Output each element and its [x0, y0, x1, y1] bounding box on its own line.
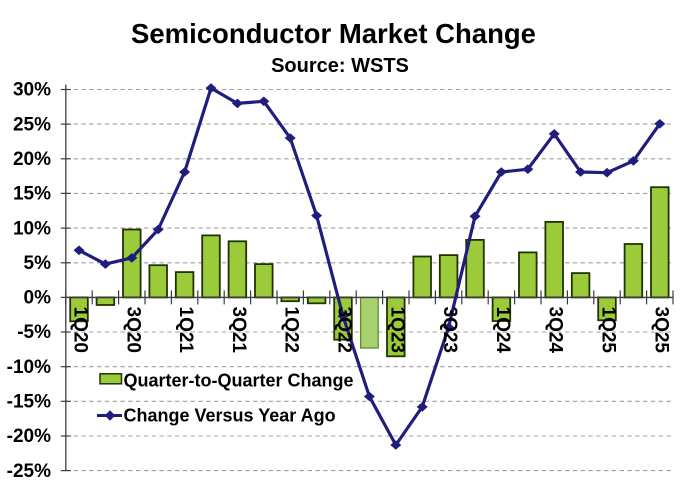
svg-text:15%: 15% [13, 184, 51, 205]
svg-text:30%: 30% [13, 80, 51, 101]
svg-text:3Q22: 3Q22 [334, 307, 355, 353]
svg-text:-20%: -20% [7, 426, 51, 447]
svg-text:-5%: -5% [17, 322, 51, 343]
svg-text:-15%: -15% [7, 392, 51, 413]
svg-text:Semiconductor Market Change: Semiconductor Market Change [131, 18, 536, 49]
svg-text:1Q21: 1Q21 [175, 307, 196, 354]
svg-text:3Q23: 3Q23 [439, 307, 460, 353]
svg-text:3Q25: 3Q25 [650, 307, 671, 354]
svg-text:3Q24: 3Q24 [545, 307, 566, 354]
svg-text:1Q22: 1Q22 [281, 307, 302, 353]
svg-text:5%: 5% [24, 253, 52, 274]
svg-text:Source: WSTS: Source: WSTS [271, 55, 409, 77]
svg-text:1Q20: 1Q20 [70, 307, 91, 353]
svg-text:20%: 20% [13, 149, 51, 170]
svg-text:25%: 25% [13, 114, 51, 135]
svg-text:1Q23: 1Q23 [386, 307, 407, 353]
svg-text:Quarter-to-Quarter Change: Quarter-to-Quarter Change [124, 371, 354, 391]
svg-text:1Q24: 1Q24 [492, 307, 513, 354]
svg-text:-10%: -10% [7, 357, 51, 378]
svg-text:10%: 10% [13, 218, 51, 239]
svg-text:-25%: -25% [7, 461, 51, 482]
svg-text:0%: 0% [24, 288, 52, 309]
svg-text:1Q25: 1Q25 [598, 307, 619, 354]
svg-text:Change Versus Year Ago: Change Versus Year Ago [124, 406, 336, 426]
svg-text:3Q20: 3Q20 [122, 307, 143, 353]
svg-text:3Q21: 3Q21 [228, 307, 249, 354]
